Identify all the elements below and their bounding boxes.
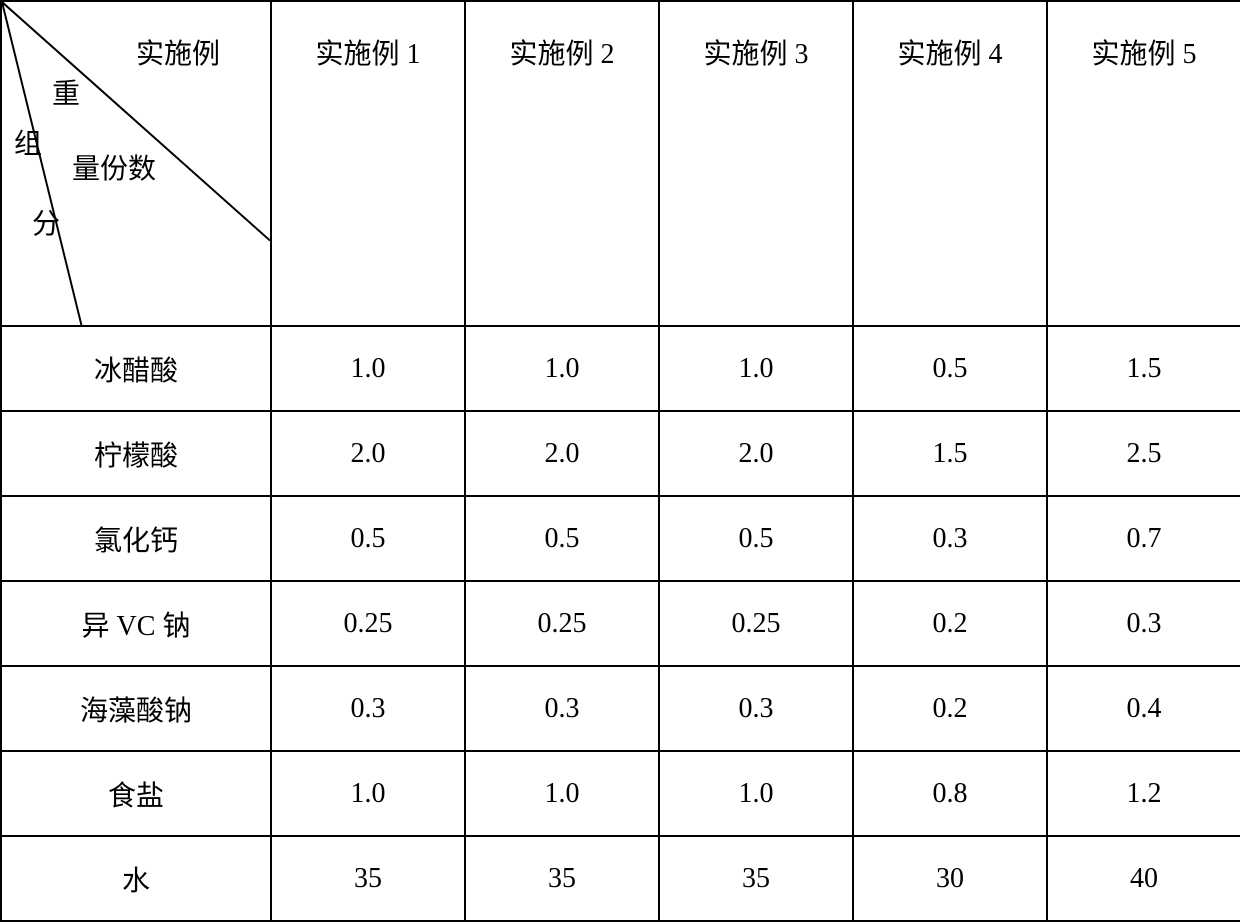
table-header-row: 实施例 重 量份数 组 分 实施例 1 实施例 2 实施例 3 实施例 4 实施… [1, 1, 1240, 326]
diag-label-mid2: 量份数 [72, 147, 156, 187]
row-label: 水 [1, 836, 271, 921]
table-row: 异 VC 钠 0.25 0.25 0.25 0.2 0.3 [1, 581, 1240, 666]
cell: 0.25 [271, 581, 465, 666]
cell: 0.2 [853, 666, 1047, 751]
cell: 35 [465, 836, 659, 921]
composition-table: 实施例 重 量份数 组 分 实施例 1 实施例 2 实施例 3 实施例 4 实施… [0, 0, 1240, 922]
table-row: 柠檬酸 2.0 2.0 2.0 1.5 2.5 [1, 411, 1240, 496]
cell: 0.3 [1047, 581, 1240, 666]
cell: 35 [271, 836, 465, 921]
col-header: 实施例 2 [465, 1, 659, 326]
cell: 2.5 [1047, 411, 1240, 496]
col-header: 实施例 5 [1047, 1, 1240, 326]
diagonal-header-cell: 实施例 重 量份数 组 分 [1, 1, 271, 326]
cell: 0.3 [659, 666, 853, 751]
diag-label-left: 组 [14, 122, 42, 162]
row-label: 食盐 [1, 751, 271, 836]
cell: 2.0 [271, 411, 465, 496]
cell: 1.0 [465, 751, 659, 836]
row-label: 冰醋酸 [1, 326, 271, 411]
cell: 0.25 [659, 581, 853, 666]
cell: 0.3 [853, 496, 1047, 581]
col-header: 实施例 4 [853, 1, 1047, 326]
cell: 0.4 [1047, 666, 1240, 751]
cell: 0.3 [465, 666, 659, 751]
row-label: 柠檬酸 [1, 411, 271, 496]
cell: 0.8 [853, 751, 1047, 836]
cell: 1.0 [659, 326, 853, 411]
table-row: 海藻酸钠 0.3 0.3 0.3 0.2 0.4 [1, 666, 1240, 751]
cell: 1.2 [1047, 751, 1240, 836]
cell: 0.5 [659, 496, 853, 581]
cell: 1.0 [271, 326, 465, 411]
row-label: 氯化钙 [1, 496, 271, 581]
diag-label-mid1: 重 [52, 72, 80, 112]
table-container: 实施例 重 量份数 组 分 实施例 1 实施例 2 实施例 3 实施例 4 实施… [0, 0, 1240, 921]
cell: 1.5 [853, 411, 1047, 496]
table-row: 食盐 1.0 1.0 1.0 0.8 1.2 [1, 751, 1240, 836]
cell: 1.0 [465, 326, 659, 411]
cell: 0.5 [271, 496, 465, 581]
row-label: 海藻酸钠 [1, 666, 271, 751]
cell: 35 [659, 836, 853, 921]
cell: 40 [1047, 836, 1240, 921]
cell: 0.3 [271, 666, 465, 751]
cell: 0.7 [1047, 496, 1240, 581]
cell: 0.2 [853, 581, 1047, 666]
cell: 0.5 [853, 326, 1047, 411]
diag-label-top: 实施例 [136, 32, 220, 72]
table-row: 水 35 35 35 30 40 [1, 836, 1240, 921]
cell: 0.5 [465, 496, 659, 581]
col-header: 实施例 3 [659, 1, 853, 326]
cell: 2.0 [465, 411, 659, 496]
diag-label-bottom: 分 [32, 202, 60, 242]
table-row: 冰醋酸 1.0 1.0 1.0 0.5 1.5 [1, 326, 1240, 411]
cell: 0.25 [465, 581, 659, 666]
cell: 1.0 [659, 751, 853, 836]
cell: 1.5 [1047, 326, 1240, 411]
col-header: 实施例 1 [271, 1, 465, 326]
cell: 30 [853, 836, 1047, 921]
table-row: 氯化钙 0.5 0.5 0.5 0.3 0.7 [1, 496, 1240, 581]
cell: 2.0 [659, 411, 853, 496]
row-label: 异 VC 钠 [1, 581, 271, 666]
cell: 1.0 [271, 751, 465, 836]
